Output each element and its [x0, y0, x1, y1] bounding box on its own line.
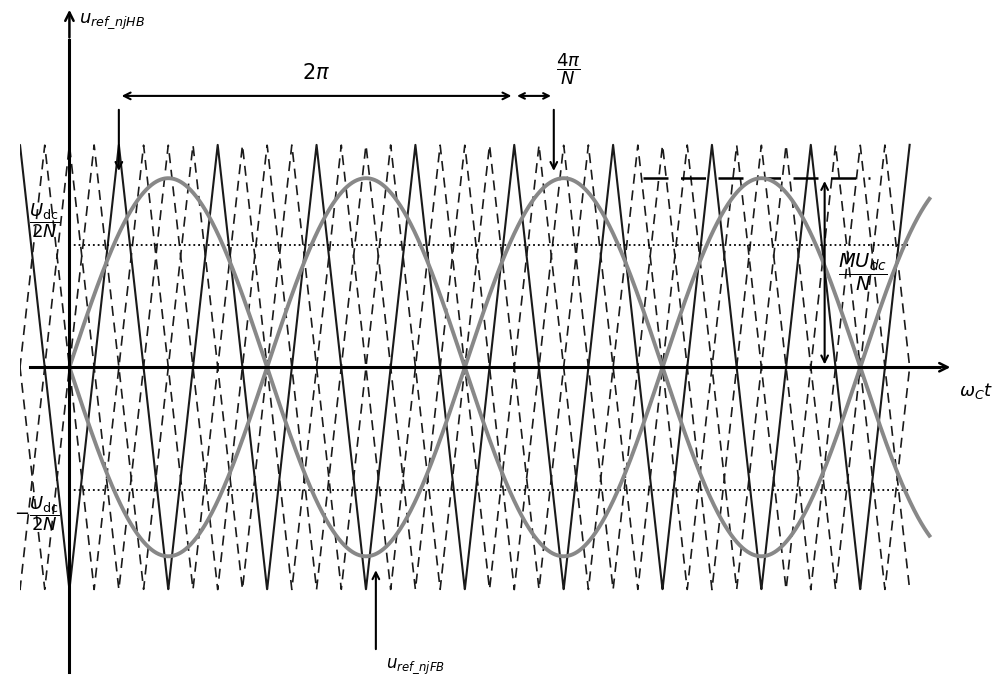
Text: $\dfrac{U_{\mathrm{dc}}}{2N}$: $\dfrac{U_{\mathrm{dc}}}{2N}$: [29, 202, 60, 241]
Text: $\dfrac{4\pi}{N}$: $\dfrac{4\pi}{N}$: [556, 51, 580, 87]
Text: $\dfrac{MU_{dc}}{N}$: $\dfrac{MU_{dc}}{N}$: [838, 252, 888, 293]
Text: $u_{ref\_njHB}$: $u_{ref\_njHB}$: [79, 12, 145, 31]
Text: $\omega_C t$: $\omega_C t$: [959, 381, 993, 401]
Text: $2\pi$: $2\pi$: [302, 63, 331, 83]
Text: $-\dfrac{U_{\mathrm{dc}}}{2N}$: $-\dfrac{U_{\mathrm{dc}}}{2N}$: [14, 494, 60, 533]
Text: $u_{ref\_njFB}$: $u_{ref\_njFB}$: [386, 656, 445, 676]
